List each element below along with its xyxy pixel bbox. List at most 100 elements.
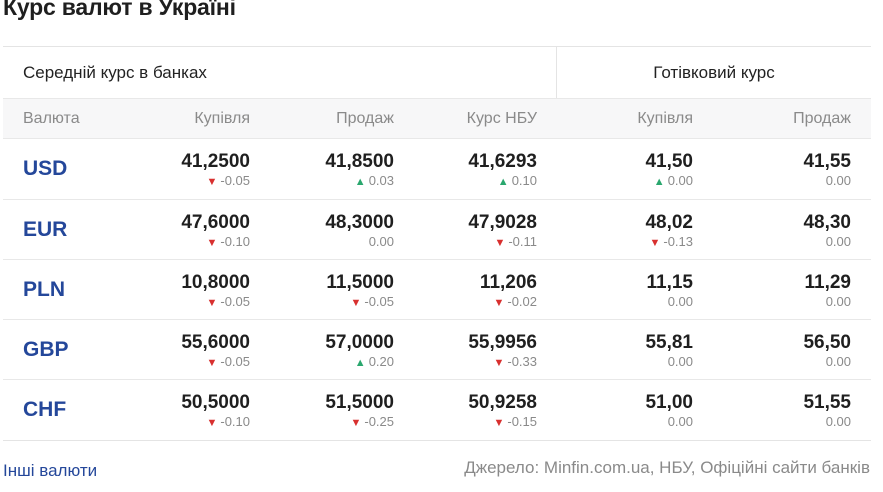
currency-code[interactable]: CHF (23, 398, 67, 421)
rate-cell-cash-buy: 48,02 ▼ -0.13 (645, 200, 693, 251)
rate-change-value: 0.10 (511, 173, 537, 188)
rate-change-value: 0.00 (825, 354, 851, 369)
rate-value: 48,3000 (325, 212, 394, 233)
rate-change: 0.00 (647, 294, 693, 310)
rate-value: 10,8000 (181, 272, 250, 293)
rate-cell-nbu-rate: 11,206 ▼ -0.02 (480, 260, 537, 311)
triangle-down-icon: ▼ (206, 417, 218, 429)
rate-value: 11,5000 (326, 272, 394, 293)
rate-value: 41,6293 (468, 151, 537, 172)
triangle-down-icon: ▼ (206, 237, 218, 249)
rate-change: ▼ -0.02 (480, 294, 537, 311)
column-header-nbu-rate: Курс НБУ (466, 110, 537, 127)
group-divider (556, 47, 557, 98)
table-row: CHF 50,5000 ▼ -0.10 51,5000 ▼ -0.25 50,9258 ▼ -0.… (3, 379, 871, 440)
group-header-bank-average: Середній курс в банках (23, 63, 207, 82)
currency-code[interactable]: GBP (23, 338, 69, 361)
rate-change-value: -0.33 (507, 354, 537, 369)
rate-cell-cash-sell: 48,30 0.00 (803, 200, 851, 250)
rate-cell-nbu-rate: 41,6293 ▲ 0.10 (468, 139, 537, 190)
rate-change-value: -0.10 (220, 414, 250, 429)
currency-code[interactable]: PLN (23, 278, 65, 301)
column-header-currency: Валюта (23, 110, 80, 127)
rate-change: ▼ -0.05 (181, 294, 250, 311)
rate-cell-bank-buy: 50,5000 ▼ -0.10 (181, 380, 250, 431)
rate-change-value: -0.11 (508, 234, 537, 249)
rate-cell-bank-sell: 57,0000 ▲ 0.20 (325, 320, 394, 371)
rate-cell-cash-sell: 11,29 0.00 (805, 260, 852, 310)
rate-value: 55,81 (645, 332, 693, 353)
rate-cell-bank-sell: 11,5000 ▼ -0.05 (326, 260, 394, 311)
triangle-down-icon: ▼ (493, 357, 505, 369)
rate-change-value: 0.00 (667, 354, 693, 369)
currency-code[interactable]: USD (23, 157, 68, 180)
table-row: PLN 10,8000 ▼ -0.05 11,5000 ▼ -0.05 11,206 ▼ -0.0… (3, 259, 871, 320)
rate-change-value: 0.00 (825, 173, 851, 188)
rate-change-value: 0.00 (825, 294, 851, 309)
rate-change-value: 0.00 (825, 234, 851, 249)
rate-value: 50,9258 (468, 392, 537, 413)
other-currencies-link[interactable]: Інші валюти (3, 461, 98, 480)
rate-cell-bank-sell: 41,8500 ▲ 0.03 (325, 139, 394, 190)
rate-change: 0.00 (805, 294, 851, 310)
rate-cell-nbu-rate: 47,9028 ▼ -0.11 (468, 200, 537, 251)
rate-value: 51,00 (645, 392, 693, 413)
column-header-bank-buy: Купівля (194, 110, 250, 127)
triangle-down-icon: ▼ (350, 297, 362, 309)
rate-cell-bank-buy: 41,2500 ▼ -0.05 (181, 139, 250, 190)
rate-cell-bank-sell: 48,3000 0.00 (325, 200, 394, 250)
rate-change: 0.00 (803, 414, 851, 430)
rate-change-value: -0.10 (220, 234, 250, 249)
rate-cell-cash-sell: 41,55 0.00 (803, 139, 851, 189)
rate-value: 47,9028 (468, 212, 537, 233)
triangle-down-icon: ▼ (494, 237, 506, 249)
rate-change: 0.00 (645, 354, 693, 370)
rate-value: 56,50 (803, 332, 851, 353)
rate-cell-cash-buy: 11,15 0.00 (647, 260, 694, 310)
rate-change: ▼ -0.11 (468, 234, 537, 251)
rate-value: 50,5000 (181, 392, 250, 413)
rate-change-value: 0.00 (667, 173, 693, 188)
rate-change: ▼ -0.05 (181, 173, 250, 190)
rate-cell-nbu-rate: 55,9956 ▼ -0.33 (468, 320, 537, 371)
page-title: Курс валют в Україні (3, 0, 236, 20)
rate-change: 0.00 (325, 234, 394, 250)
rate-change-value: -0.05 (364, 294, 394, 309)
rate-change: ▼ -0.25 (325, 414, 394, 431)
triangle-up-icon: ▲ (354, 357, 366, 369)
column-header-bank-sell: Продаж (336, 110, 394, 127)
rate-value: 11,15 (646, 272, 694, 293)
rate-value: 48,30 (803, 212, 851, 233)
rate-value: 41,50 (645, 151, 693, 172)
triangle-down-icon: ▼ (206, 176, 218, 188)
column-header-cash-buy: Купівля (637, 110, 693, 127)
rate-cell-bank-buy: 10,8000 ▼ -0.05 (181, 260, 250, 311)
table-row: EUR 47,6000 ▼ -0.10 48,3000 0.00 47,9028 ▼ -0.11… (3, 199, 871, 260)
table-row: GBP 55,6000 ▼ -0.05 57,0000 ▲ 0.20 55,9956 ▼ -0.3… (3, 319, 871, 380)
rate-value: 11,206 (479, 272, 537, 293)
source-note: Джерело: Minfin.com.ua, НБУ, Офіційні са… (464, 458, 870, 477)
rate-value: 51,55 (803, 392, 851, 413)
exchange-rates-table: Середній курс в банках Готівковий курс В… (3, 46, 871, 441)
triangle-up-icon: ▲ (653, 176, 665, 188)
triangle-up-icon: ▲ (354, 176, 366, 188)
rate-change: ▲ 0.00 (645, 173, 693, 190)
rate-change: ▼ -0.15 (468, 414, 537, 431)
rate-change: 0.00 (803, 173, 851, 189)
triangle-down-icon: ▼ (350, 417, 362, 429)
rate-value: 55,6000 (181, 332, 250, 353)
rate-change: 0.00 (645, 414, 693, 430)
rate-change: 0.00 (803, 354, 851, 370)
triangle-down-icon: ▼ (206, 297, 218, 309)
triangle-down-icon: ▼ (649, 237, 661, 249)
triangle-down-icon: ▼ (206, 357, 218, 369)
rate-cell-bank-buy: 55,6000 ▼ -0.05 (181, 320, 250, 371)
rate-cell-nbu-rate: 50,9258 ▼ -0.15 (468, 380, 537, 431)
rate-change: ▼ -0.13 (645, 234, 693, 251)
rate-value: 11,29 (804, 272, 852, 293)
rate-change: ▼ -0.10 (181, 414, 250, 431)
rate-change-value: -0.02 (507, 294, 537, 309)
rate-cell-cash-sell: 56,50 0.00 (803, 320, 851, 370)
currency-code[interactable]: EUR (23, 218, 68, 241)
rate-change: 0.00 (803, 234, 851, 250)
